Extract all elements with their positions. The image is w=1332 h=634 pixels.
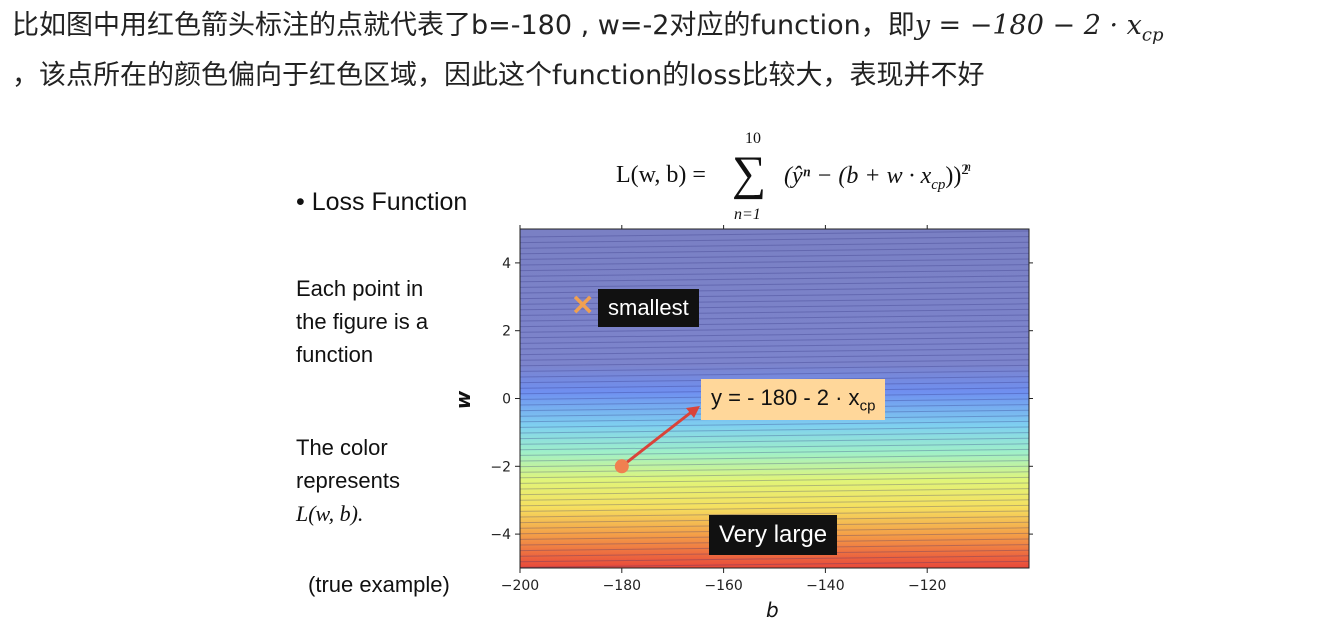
contour-line [519, 314, 1030, 322]
contour-line [519, 230, 1030, 238]
x-axis-title: b [766, 598, 779, 622]
contour-line [519, 264, 1030, 272]
function-point [614, 459, 629, 474]
desc-line-3: function [296, 342, 374, 367]
x-tick-label: −140 [806, 578, 844, 594]
contour-line [519, 325, 1030, 333]
y-axis-title: w [451, 390, 476, 410]
desc-line-1: Each point in [296, 276, 424, 301]
x-tick-label: −160 [704, 578, 742, 594]
paragraph-line-2-text: ，该点所在的颜色偏向于红色区域，因此这个function的loss比较大，表现并… [12, 60, 985, 91]
contour-line [519, 437, 1030, 445]
contour-line [519, 471, 1030, 479]
function-label: y = - 180 - 2 · xcp [701, 379, 886, 421]
contour-line [519, 236, 1030, 244]
contour-line [519, 348, 1030, 356]
contour-line [519, 499, 1030, 507]
contour-line [519, 555, 1030, 563]
contour-line [519, 308, 1030, 316]
x-tick-label: −180 [603, 578, 641, 594]
contour-line [519, 303, 1030, 311]
formula-sup-n: n [964, 160, 971, 175]
contour-line [519, 460, 1030, 468]
sum-symbol: ∑ [732, 147, 767, 200]
paragraph-line-1-text: 比如图中用红色箭头标注的点就代表了b=-180 , w=-2对应的functio… [12, 10, 915, 41]
color-desc-line-1: The color [296, 435, 388, 460]
contour-line [519, 432, 1030, 440]
contour-line [519, 252, 1030, 260]
contour-line [519, 258, 1030, 266]
color-desc-math: L(w, b). [296, 501, 364, 526]
contour-line [519, 482, 1030, 490]
y-tick-label: 2 [502, 324, 511, 340]
arrow-head [686, 406, 700, 418]
contour-line [519, 504, 1030, 512]
x-tick-label: −200 [501, 578, 539, 594]
contour-line [519, 476, 1030, 484]
true-example-label: (true example) [308, 572, 450, 597]
paragraph-line-1-math: y = −180 − 2 · xcp [914, 10, 1164, 46]
contour-line [519, 320, 1030, 328]
contour-line [519, 448, 1030, 456]
contour-line [519, 331, 1030, 339]
y-tick-label: 0 [502, 392, 511, 408]
contour-line [519, 342, 1030, 350]
contour-line [519, 241, 1030, 249]
desc-line-2: the figure is a [296, 309, 429, 334]
contour-line [519, 286, 1030, 294]
contour-line [519, 297, 1030, 305]
contour-line [519, 280, 1030, 288]
sum-top: 10 [745, 130, 761, 147]
contour-line [519, 443, 1030, 451]
y-tick-label: −2 [490, 459, 511, 475]
contour-line [519, 420, 1030, 428]
contour-line [519, 465, 1030, 473]
smallest-marker-icon: × [570, 286, 596, 322]
bullet-title: • Loss Function [296, 188, 468, 216]
very-large-label: Very large [709, 515, 838, 555]
formula-body: (ŷⁿ − (b + w · xcp))2 [784, 162, 969, 193]
arrow-line [620, 408, 695, 468]
smallest-label: smallest [598, 289, 699, 327]
y-tick-label: −4 [490, 527, 511, 543]
x-tick-label: −120 [908, 578, 946, 594]
contour-line [519, 359, 1030, 367]
color-desc-line-2: represents [296, 468, 400, 493]
contour-line [519, 364, 1030, 372]
contour-line [519, 269, 1030, 277]
contour-line [519, 336, 1030, 344]
contour-line [519, 426, 1030, 434]
contour-line [519, 247, 1030, 255]
contour-line [519, 488, 1030, 496]
contour-line [519, 493, 1030, 501]
y-tick-label: 4 [502, 256, 511, 272]
paragraph-line-2: ，该点所在的颜色偏向于红色区域，因此这个function的loss比较大，表现并… [12, 58, 984, 94]
loss-formula: L(w, b) = [616, 162, 706, 188]
contour-line [519, 275, 1030, 283]
contour-line [519, 292, 1030, 300]
sum-bottom: n=1 [734, 206, 761, 223]
contour-line [519, 454, 1030, 462]
contour-line [519, 370, 1030, 378]
contour-line [519, 353, 1030, 361]
paragraph-line-1: 比如图中用红色箭头标注的点就代表了b=-180 , w=-2对应的functio… [12, 8, 1163, 53]
contour-line [519, 560, 1030, 568]
